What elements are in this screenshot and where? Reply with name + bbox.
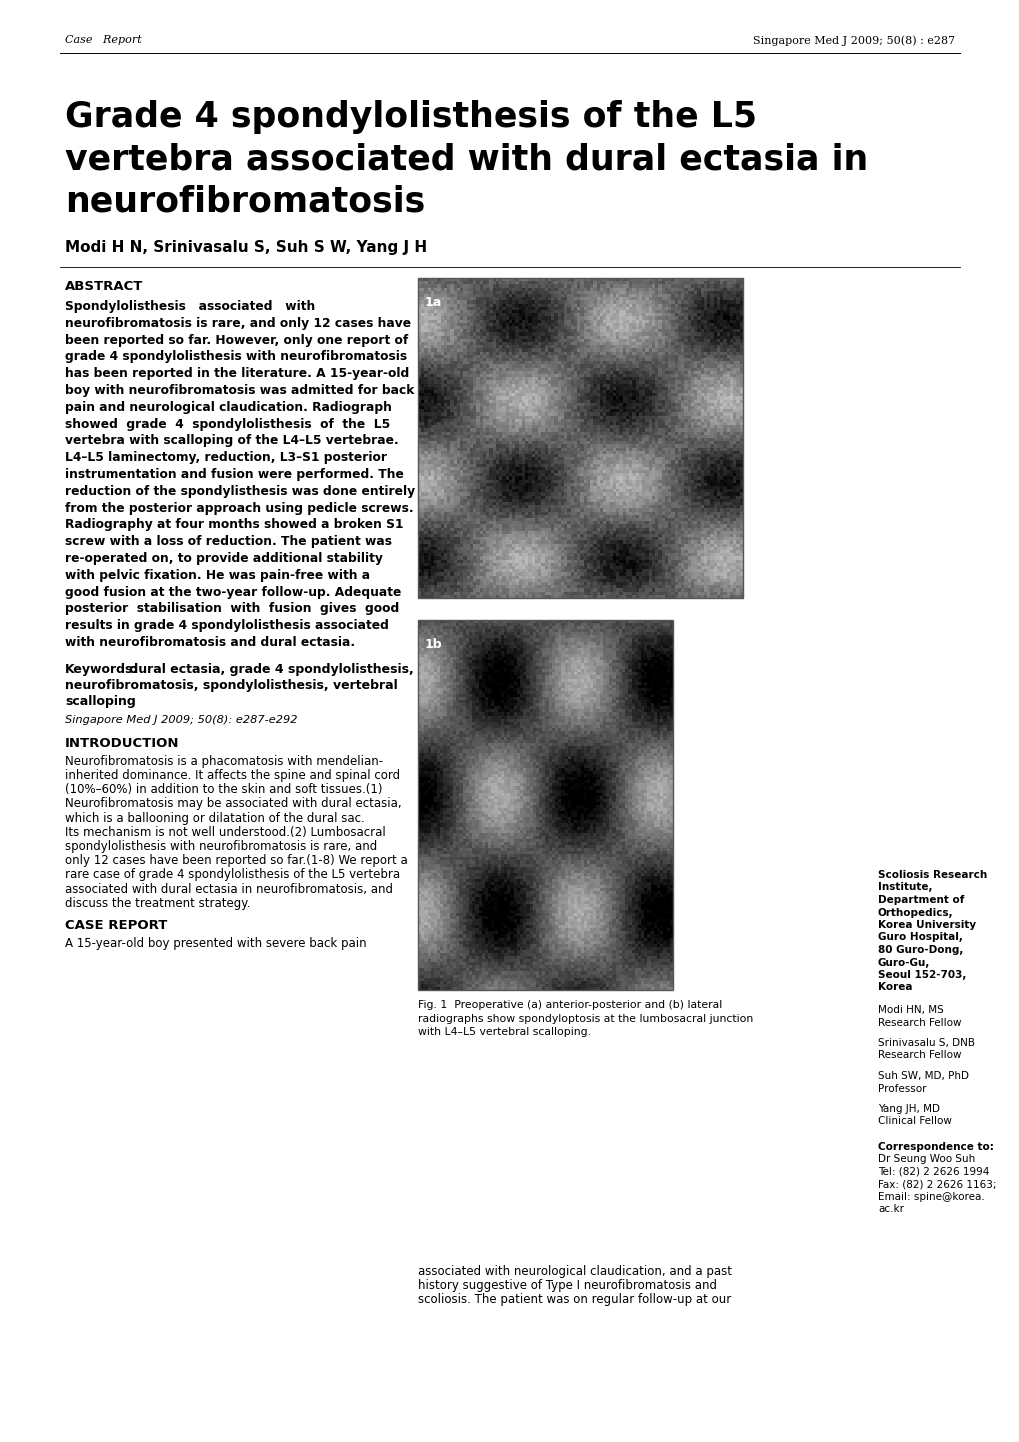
- Text: inherited dominance. It affects the spine and spinal cord: inherited dominance. It affects the spin…: [65, 769, 399, 782]
- Text: Keywords:: Keywords:: [65, 663, 139, 676]
- Text: (10%–60%) in addition to the skin and soft tissues.(1): (10%–60%) in addition to the skin and so…: [65, 783, 382, 796]
- Text: dural ectasia, grade 4 spondylolisthesis,: dural ectasia, grade 4 spondylolisthesis…: [125, 663, 414, 676]
- Text: good fusion at the two-year follow-up. Adequate: good fusion at the two-year follow-up. A…: [65, 585, 401, 598]
- Text: Scoliosis Research: Scoliosis Research: [877, 870, 986, 880]
- Text: Fig. 1  Preoperative (a) anterior-posterior and (b) lateral: Fig. 1 Preoperative (a) anterior-posteri…: [418, 999, 721, 1009]
- Text: Department of: Department of: [877, 895, 963, 906]
- Text: Guro-Gu,: Guro-Gu,: [877, 957, 929, 968]
- Text: vertebra associated with dural ectasia in: vertebra associated with dural ectasia i…: [65, 141, 867, 176]
- Text: Tel: (82) 2 2626 1994: Tel: (82) 2 2626 1994: [877, 1167, 988, 1177]
- Text: only 12 cases have been reported so far.(1-8) We report a: only 12 cases have been reported so far.…: [65, 854, 408, 867]
- Text: Institute,: Institute,: [877, 883, 931, 893]
- Text: posterior  stabilisation  with  fusion  gives  good: posterior stabilisation with fusion give…: [65, 603, 398, 616]
- Text: Neurofibromatosis is a phacomatosis with mendelian-: Neurofibromatosis is a phacomatosis with…: [65, 754, 383, 767]
- Text: showed  grade  4  spondylolisthesis  of  the  L5: showed grade 4 spondylolisthesis of the …: [65, 418, 390, 431]
- Text: rare case of grade 4 spondylolisthesis of the L5 vertebra: rare case of grade 4 spondylolisthesis o…: [65, 868, 399, 881]
- Text: Korea University: Korea University: [877, 920, 975, 930]
- Text: vertebra with scalloping of the L4–L5 vertebrae.: vertebra with scalloping of the L4–L5 ve…: [65, 434, 398, 447]
- Text: 1b: 1b: [425, 637, 442, 650]
- Text: 80 Guro-Dong,: 80 Guro-Dong,: [877, 945, 962, 955]
- Text: Korea: Korea: [877, 982, 912, 992]
- Text: has been reported in the literature. A 15-year-old: has been reported in the literature. A 1…: [65, 368, 409, 381]
- Text: Singapore Med J 2009; 50(8): e287-e292: Singapore Med J 2009; 50(8): e287-e292: [65, 715, 298, 725]
- Text: with L4–L5 vertebral scalloping.: with L4–L5 vertebral scalloping.: [418, 1027, 590, 1037]
- Text: Neurofibromatosis may be associated with dural ectasia,: Neurofibromatosis may be associated with…: [65, 797, 401, 810]
- Text: ABSTRACT: ABSTRACT: [65, 280, 144, 293]
- Text: history suggestive of Type I neurofibromatosis and: history suggestive of Type I neurofibrom…: [418, 1279, 716, 1292]
- Text: Fax: (82) 2 2626 1163;: Fax: (82) 2 2626 1163;: [877, 1180, 996, 1190]
- Text: radiographs show spondyloptosis at the lumbosacral junction: radiographs show spondyloptosis at the l…: [418, 1014, 752, 1024]
- Text: Suh SW, MD, PhD: Suh SW, MD, PhD: [877, 1071, 968, 1082]
- Text: instrumentation and fusion were performed. The: instrumentation and fusion were performe…: [65, 469, 404, 482]
- Text: Professor: Professor: [877, 1083, 925, 1093]
- Text: Clinical Fellow: Clinical Fellow: [877, 1116, 951, 1126]
- Text: Seoul 152-703,: Seoul 152-703,: [877, 970, 965, 981]
- Text: re-operated on, to provide additional stability: re-operated on, to provide additional st…: [65, 552, 382, 565]
- Text: with neurofibromatosis and dural ectasia.: with neurofibromatosis and dural ectasia…: [65, 636, 355, 649]
- Text: Correspondence to:: Correspondence to:: [877, 1142, 993, 1152]
- Text: CASE REPORT: CASE REPORT: [65, 919, 167, 932]
- Text: Modi HN, MS: Modi HN, MS: [877, 1005, 943, 1015]
- Text: Research Fellow: Research Fellow: [877, 1051, 961, 1060]
- Bar: [418, 620, 673, 991]
- Text: pain and neurological claudication. Radiograph: pain and neurological claudication. Radi…: [65, 401, 391, 414]
- Text: 1a: 1a: [425, 296, 442, 309]
- Text: Research Fellow: Research Fellow: [877, 1018, 961, 1028]
- Text: reduction of the spondylisthesis was done entirely: reduction of the spondylisthesis was don…: [65, 485, 415, 497]
- Text: which is a ballooning or dilatation of the dural sac.: which is a ballooning or dilatation of t…: [65, 812, 365, 825]
- Text: neurofibromatosis, spondylolisthesis, vertebral: neurofibromatosis, spondylolisthesis, ve…: [65, 679, 397, 692]
- Text: neurofibromatosis is rare, and only 12 cases have: neurofibromatosis is rare, and only 12 c…: [65, 317, 411, 330]
- Text: Orthopedics,: Orthopedics,: [877, 907, 953, 917]
- Text: from the posterior approach using pedicle screws.: from the posterior approach using pedicl…: [65, 502, 414, 515]
- Text: Guro Hospital,: Guro Hospital,: [877, 933, 962, 943]
- Text: A 15-year-old boy presented with severe back pain: A 15-year-old boy presented with severe …: [65, 937, 366, 950]
- Text: ac.kr: ac.kr: [877, 1204, 903, 1214]
- Text: Srinivasalu S, DNB: Srinivasalu S, DNB: [877, 1038, 974, 1048]
- Text: Its mechanism is not well understood.(2) Lumbosacral: Its mechanism is not well understood.(2)…: [65, 826, 385, 839]
- Text: been reported so far. However, only one report of: been reported so far. However, only one …: [65, 333, 408, 346]
- Text: Singapore Med J 2009; 50(8) : e287: Singapore Med J 2009; 50(8) : e287: [752, 35, 954, 46]
- Text: with pelvic fixation. He was pain-free with a: with pelvic fixation. He was pain-free w…: [65, 568, 370, 581]
- Text: Email: spine@korea.: Email: spine@korea.: [877, 1193, 983, 1203]
- Text: neurofibromatosis: neurofibromatosis: [65, 185, 425, 218]
- Text: spondylolisthesis with neurofibromatosis is rare, and: spondylolisthesis with neurofibromatosis…: [65, 841, 377, 854]
- Text: scoliosis. The patient was on regular follow-up at our: scoliosis. The patient was on regular fo…: [418, 1293, 731, 1306]
- Text: Modi H N, Srinivasalu S, Suh S W, Yang J H: Modi H N, Srinivasalu S, Suh S W, Yang J…: [65, 239, 427, 255]
- Text: Case   Report: Case Report: [65, 35, 142, 45]
- Text: discuss the treatment strategy.: discuss the treatment strategy.: [65, 897, 250, 910]
- Text: boy with neurofibromatosis was admitted for back: boy with neurofibromatosis was admitted …: [65, 384, 414, 397]
- Text: scalloping: scalloping: [65, 695, 136, 708]
- Text: Yang JH, MD: Yang JH, MD: [877, 1105, 940, 1115]
- Text: associated with neurological claudication, and a past: associated with neurological claudicatio…: [418, 1265, 732, 1278]
- Bar: [418, 278, 742, 598]
- Text: screw with a loss of reduction. The patient was: screw with a loss of reduction. The pati…: [65, 535, 391, 548]
- Text: Spondylolisthesis   associated   with: Spondylolisthesis associated with: [65, 300, 315, 313]
- Text: grade 4 spondylolisthesis with neurofibromatosis: grade 4 spondylolisthesis with neurofibr…: [65, 350, 407, 363]
- Text: results in grade 4 spondylolisthesis associated: results in grade 4 spondylolisthesis ass…: [65, 619, 388, 632]
- Text: Radiography at four months showed a broken S1: Radiography at four months showed a brok…: [65, 519, 404, 532]
- Text: L4–L5 laminectomy, reduction, L3–S1 posterior: L4–L5 laminectomy, reduction, L3–S1 post…: [65, 451, 386, 464]
- Text: INTRODUCTION: INTRODUCTION: [65, 737, 179, 750]
- Text: associated with dural ectasia in neurofibromatosis, and: associated with dural ectasia in neurofi…: [65, 883, 392, 895]
- Text: Dr Seung Woo Suh: Dr Seung Woo Suh: [877, 1155, 974, 1165]
- Text: Grade 4 spondylolisthesis of the L5: Grade 4 spondylolisthesis of the L5: [65, 99, 756, 134]
